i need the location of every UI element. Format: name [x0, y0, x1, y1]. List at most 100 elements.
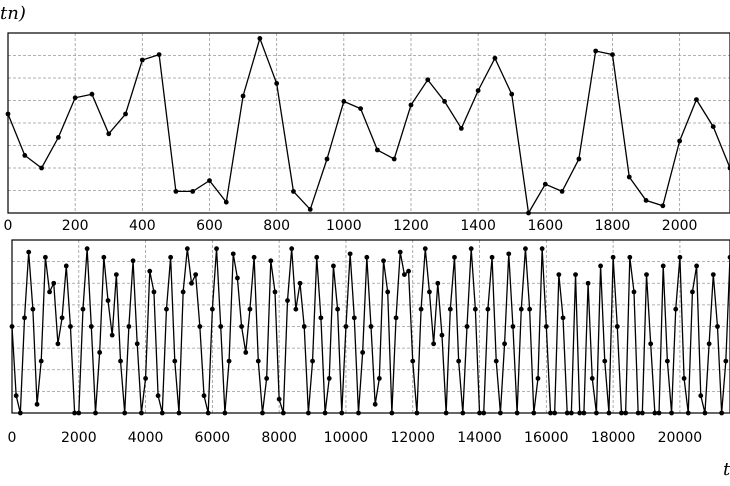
data-point — [477, 410, 482, 416]
data-point — [568, 410, 574, 416]
data-point — [289, 246, 295, 252]
x-tick-label: 1400 — [460, 218, 496, 234]
data-point — [673, 306, 679, 312]
data-point — [255, 358, 261, 364]
data-point — [414, 410, 420, 416]
data-point — [719, 410, 725, 416]
data-point — [164, 306, 169, 312]
data-point — [427, 289, 432, 295]
data-point — [374, 147, 380, 153]
x-tick-label: 10000 — [324, 430, 369, 446]
data-point — [293, 306, 299, 312]
data-point — [343, 324, 349, 329]
data-point — [156, 52, 162, 57]
data-point — [710, 272, 716, 277]
data-point — [475, 88, 481, 93]
data-point — [577, 410, 583, 416]
data-point — [443, 410, 449, 416]
data-point — [681, 376, 687, 381]
data-point — [623, 410, 629, 416]
x-tick-label: 600 — [196, 218, 223, 234]
data-point — [326, 376, 332, 381]
data-point — [72, 95, 78, 101]
x-tick-label: 8000 — [261, 430, 297, 446]
data-point — [556, 272, 562, 277]
data-point — [589, 376, 595, 381]
data-point — [660, 263, 666, 269]
data-point — [80, 306, 86, 312]
x-tick-label: 800 — [263, 218, 290, 234]
x-tick-label: 18000 — [591, 430, 636, 446]
data-point — [123, 111, 128, 117]
data-point — [502, 341, 507, 347]
data-point — [235, 275, 240, 281]
data-point — [22, 153, 28, 158]
data-point — [240, 93, 246, 99]
data-point — [260, 410, 265, 416]
data-point — [648, 341, 654, 347]
data-point — [347, 251, 353, 257]
data-point — [172, 358, 178, 364]
data-point — [410, 358, 416, 364]
data-point — [635, 410, 641, 416]
series-line — [7, 36, 730, 215]
data-point — [627, 254, 633, 260]
data-point — [251, 254, 257, 260]
data-point — [523, 246, 528, 252]
data-point — [677, 138, 683, 144]
data-point — [702, 410, 708, 416]
data-point — [322, 410, 328, 416]
data-point — [214, 246, 219, 252]
data-point — [318, 315, 324, 321]
data-point — [510, 324, 516, 329]
data-point — [606, 410, 612, 416]
data-point — [55, 135, 61, 140]
data-point — [389, 410, 395, 416]
data-point — [552, 410, 558, 416]
data-point — [155, 393, 161, 399]
data-point — [393, 315, 399, 321]
data-point — [664, 358, 670, 364]
data-point — [660, 203, 666, 209]
data-point — [610, 52, 615, 57]
data-point — [539, 246, 545, 252]
data-point — [59, 315, 65, 321]
data-point — [481, 410, 487, 416]
data-point — [42, 254, 48, 260]
data-point — [193, 272, 199, 277]
data-point — [472, 306, 478, 312]
data-point — [9, 324, 15, 329]
data-point — [690, 289, 695, 295]
data-point — [498, 410, 503, 416]
data-point — [531, 410, 537, 416]
plot-frame — [7, 32, 730, 214]
data-point — [698, 393, 704, 399]
data-point — [442, 99, 447, 104]
data-point — [168, 254, 174, 260]
data-point — [456, 358, 462, 364]
x-tick-label: 0 — [8, 430, 17, 446]
data-point — [518, 306, 524, 312]
data-point — [585, 280, 591, 286]
data-point — [88, 324, 94, 329]
data-point — [76, 410, 82, 416]
data-point — [218, 324, 224, 329]
data-point — [458, 125, 464, 131]
data-point — [723, 358, 729, 364]
x-tick-label: 6000 — [195, 430, 231, 446]
data-point — [190, 189, 196, 194]
x-tick-label: 14000 — [457, 430, 502, 446]
data-point — [285, 298, 290, 303]
data-point — [72, 410, 78, 416]
data-point — [489, 254, 495, 260]
data-point — [573, 272, 578, 277]
data-point — [151, 289, 157, 295]
data-point — [93, 410, 98, 416]
data-point — [223, 199, 229, 205]
data-point — [184, 246, 190, 252]
x-tick-label: 4000 — [128, 430, 164, 446]
data-point — [619, 410, 624, 416]
data-point — [447, 306, 453, 312]
data-point — [408, 102, 414, 108]
data-point — [118, 358, 123, 364]
